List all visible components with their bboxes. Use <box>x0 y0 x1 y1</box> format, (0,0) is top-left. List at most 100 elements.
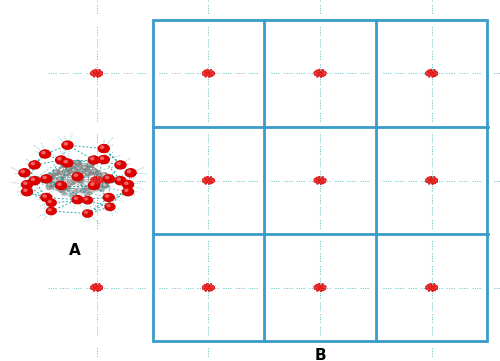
Circle shape <box>99 73 100 74</box>
Circle shape <box>95 181 96 182</box>
Circle shape <box>433 179 434 180</box>
Circle shape <box>63 142 72 148</box>
Circle shape <box>93 73 94 74</box>
Circle shape <box>433 180 434 181</box>
Text: B: B <box>314 348 326 361</box>
Circle shape <box>431 286 432 287</box>
Circle shape <box>427 287 428 288</box>
Circle shape <box>318 71 319 72</box>
Circle shape <box>46 199 56 206</box>
Circle shape <box>321 285 322 286</box>
Circle shape <box>427 287 428 288</box>
Circle shape <box>318 71 320 72</box>
Circle shape <box>98 178 100 179</box>
Circle shape <box>432 180 434 181</box>
Circle shape <box>314 73 316 74</box>
Circle shape <box>325 72 326 73</box>
Circle shape <box>209 75 210 76</box>
Circle shape <box>97 75 98 76</box>
Circle shape <box>86 172 88 174</box>
Circle shape <box>82 166 89 171</box>
Circle shape <box>434 284 435 285</box>
Circle shape <box>210 181 211 182</box>
Circle shape <box>56 182 66 190</box>
Circle shape <box>320 288 321 289</box>
Circle shape <box>100 157 104 160</box>
Circle shape <box>77 178 84 183</box>
Circle shape <box>430 71 431 72</box>
Circle shape <box>433 180 434 181</box>
Circle shape <box>208 74 209 75</box>
Circle shape <box>206 180 208 181</box>
Circle shape <box>314 288 316 289</box>
Circle shape <box>324 73 326 74</box>
Circle shape <box>115 161 126 169</box>
Circle shape <box>321 178 322 179</box>
Circle shape <box>212 71 213 72</box>
Circle shape <box>213 73 214 74</box>
Circle shape <box>101 73 102 74</box>
Circle shape <box>430 286 431 287</box>
Circle shape <box>47 174 54 178</box>
Circle shape <box>100 71 102 72</box>
Circle shape <box>94 71 96 72</box>
Circle shape <box>93 180 94 181</box>
Circle shape <box>24 182 27 184</box>
Circle shape <box>117 162 120 165</box>
Circle shape <box>96 180 98 181</box>
Circle shape <box>434 289 436 290</box>
Circle shape <box>320 289 322 290</box>
Circle shape <box>48 175 50 176</box>
Circle shape <box>428 182 430 183</box>
Circle shape <box>85 171 91 176</box>
Circle shape <box>93 287 94 288</box>
Circle shape <box>434 180 436 181</box>
Circle shape <box>212 180 213 181</box>
Circle shape <box>203 74 204 75</box>
Circle shape <box>95 71 96 72</box>
Circle shape <box>322 182 324 183</box>
Circle shape <box>209 75 210 76</box>
Circle shape <box>203 74 204 75</box>
Circle shape <box>211 76 212 77</box>
Circle shape <box>62 159 73 167</box>
Text: A: A <box>69 243 81 258</box>
Circle shape <box>73 173 83 180</box>
Circle shape <box>426 74 427 75</box>
Circle shape <box>64 171 70 176</box>
Circle shape <box>320 183 322 184</box>
Circle shape <box>203 288 204 289</box>
Circle shape <box>314 74 316 75</box>
Circle shape <box>209 289 210 290</box>
Circle shape <box>315 73 316 74</box>
Circle shape <box>126 169 136 176</box>
Circle shape <box>315 286 316 287</box>
Circle shape <box>324 180 326 181</box>
Circle shape <box>432 182 433 183</box>
Circle shape <box>102 174 108 178</box>
Circle shape <box>102 174 104 175</box>
Circle shape <box>93 182 94 183</box>
Circle shape <box>210 71 212 72</box>
Circle shape <box>210 285 212 286</box>
Circle shape <box>428 75 430 76</box>
Circle shape <box>314 286 316 287</box>
Circle shape <box>211 289 212 290</box>
Circle shape <box>95 71 96 72</box>
Circle shape <box>428 73 429 74</box>
Circle shape <box>84 210 92 217</box>
Circle shape <box>88 163 90 165</box>
Circle shape <box>322 285 323 286</box>
Circle shape <box>210 70 212 71</box>
Circle shape <box>436 179 438 180</box>
Circle shape <box>427 71 428 72</box>
Circle shape <box>324 180 326 181</box>
Circle shape <box>202 72 203 73</box>
Circle shape <box>97 72 98 73</box>
Circle shape <box>322 287 324 288</box>
Circle shape <box>58 178 60 179</box>
Circle shape <box>210 285 212 286</box>
Circle shape <box>212 73 213 74</box>
Circle shape <box>88 182 100 190</box>
Circle shape <box>324 71 325 72</box>
